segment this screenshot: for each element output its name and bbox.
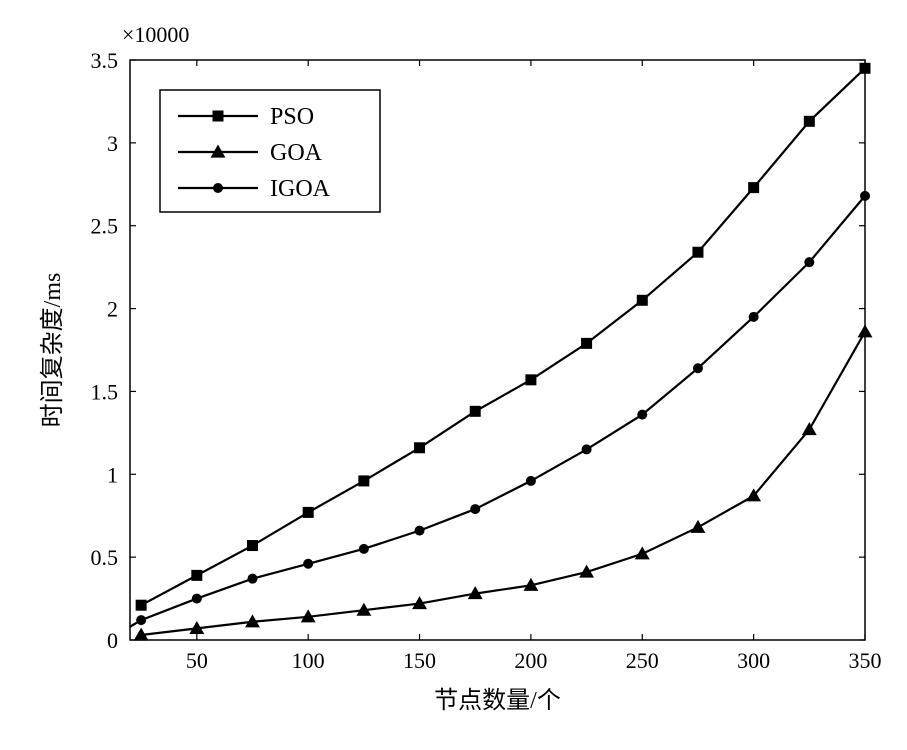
marker-IGOA bbox=[470, 504, 480, 514]
marker-PSO bbox=[692, 247, 703, 258]
legend-label-GOA: GOA bbox=[270, 140, 323, 166]
y-tick-label: 3 bbox=[107, 131, 118, 156]
series-IGOA bbox=[130, 191, 870, 627]
marker-PSO bbox=[136, 600, 147, 611]
marker-PSO bbox=[581, 338, 592, 349]
series-GOA bbox=[134, 324, 873, 640]
marker-IGOA bbox=[582, 444, 592, 454]
legend-label-IGOA: IGOA bbox=[270, 176, 331, 202]
y-tick-label: 0.5 bbox=[91, 545, 119, 570]
y-axis-label: 时间复杂度/ms bbox=[39, 273, 66, 428]
marker-PSO bbox=[191, 570, 202, 581]
y-tick-label: 1.5 bbox=[91, 379, 119, 404]
y-tick-label: 2 bbox=[107, 297, 118, 322]
marker-GOA bbox=[635, 546, 650, 559]
marker-PSO bbox=[637, 295, 648, 306]
marker-IGOA bbox=[192, 594, 202, 604]
legend-label-PSO: PSO bbox=[270, 104, 314, 130]
marker-PSO bbox=[247, 540, 258, 551]
marker-IGOA bbox=[804, 257, 814, 267]
y-tick-label: 2.5 bbox=[91, 214, 119, 239]
marker-PSO bbox=[525, 374, 536, 385]
marker-PSO bbox=[804, 116, 815, 127]
series-line-IGOA bbox=[130, 196, 865, 627]
x-tick-label: 50 bbox=[186, 648, 208, 673]
y-tick-label: 1 bbox=[107, 462, 118, 487]
marker-IGOA bbox=[693, 363, 703, 373]
marker-IGOA bbox=[526, 476, 536, 486]
marker-IGOA bbox=[749, 312, 759, 322]
marker-IGOA bbox=[415, 526, 425, 536]
y-multiplier-label: ×10000 bbox=[122, 22, 189, 47]
marker-IGOA bbox=[359, 544, 369, 554]
x-tick-label: 200 bbox=[514, 648, 547, 673]
x-tick-label: 150 bbox=[403, 648, 436, 673]
x-tick-label: 350 bbox=[849, 648, 882, 673]
marker-IGOA bbox=[860, 191, 870, 201]
x-axis-label: 节点数量/个 bbox=[434, 687, 561, 714]
marker-PSO bbox=[470, 406, 481, 417]
marker-PSO bbox=[748, 182, 759, 193]
x-tick-label: 300 bbox=[737, 648, 770, 673]
x-tick-label: 250 bbox=[626, 648, 659, 673]
marker-IGOA bbox=[248, 574, 258, 584]
legend-marker-IGOA bbox=[213, 183, 223, 193]
marker-PSO bbox=[303, 507, 314, 518]
marker-IGOA bbox=[303, 559, 313, 569]
y-tick-label: 3.5 bbox=[91, 48, 119, 73]
marker-PSO bbox=[414, 442, 425, 453]
marker-IGOA bbox=[136, 615, 146, 625]
marker-PSO bbox=[860, 63, 871, 74]
marker-PSO bbox=[358, 475, 369, 486]
line-chart: 50 100 150 200 250 300 350 0 0.5 1 1.5 2 2.5 3 3.5×100… bbox=[0, 0, 907, 750]
x-tick-label: 100 bbox=[292, 648, 325, 673]
marker-GOA bbox=[802, 422, 817, 435]
legend-marker-PSO bbox=[213, 111, 224, 122]
chart-container: 50 100 150 200 250 300 350 0 0.5 1 1.5 2 2.5 3 3.5×100… bbox=[0, 0, 907, 750]
y-tick-label: 0 bbox=[107, 628, 118, 653]
series-line-GOA bbox=[141, 332, 865, 635]
marker-GOA bbox=[691, 520, 706, 533]
marker-GOA bbox=[858, 324, 873, 337]
marker-IGOA bbox=[637, 410, 647, 420]
